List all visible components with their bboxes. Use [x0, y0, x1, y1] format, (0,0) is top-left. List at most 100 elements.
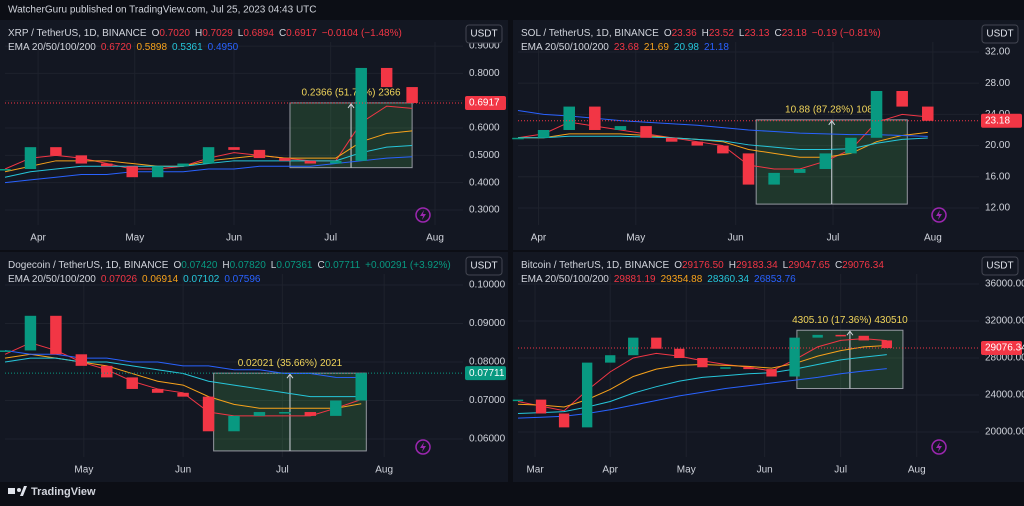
candle	[614, 126, 627, 130]
candle	[24, 147, 37, 170]
x-tick-label: Jun	[728, 233, 744, 244]
quote-key: L	[783, 260, 789, 271]
y-tick-label: 20000.00	[985, 427, 1024, 438]
candle	[858, 335, 869, 341]
ema-label: EMA 20/50/100/200	[521, 42, 609, 53]
candle	[202, 147, 215, 164]
candle	[126, 377, 138, 389]
ema-line	[518, 135, 928, 150]
x-tick-label: Aug	[908, 465, 926, 476]
symbol-line: Bitcoin / TetherUS, 1D, BINANCE O29176.50…	[521, 260, 884, 271]
logo-text: TradingView	[31, 486, 96, 498]
x-tick-label: Jun	[757, 465, 773, 476]
candle	[563, 106, 575, 130]
x-tick-label: Jul	[324, 233, 337, 244]
alert-icon	[936, 210, 942, 220]
ema-value: 23.68	[614, 42, 639, 53]
candle	[75, 155, 88, 164]
x-tick-label: May	[626, 233, 645, 244]
candle	[75, 354, 88, 366]
quote-key: L	[238, 28, 244, 39]
measure-arrow-head	[286, 373, 294, 379]
last-price-label: 29076.34	[985, 343, 1024, 354]
alert-icon	[415, 207, 431, 223]
candle	[870, 90, 883, 138]
y-tick-label: 0.10000	[469, 280, 506, 291]
quote-value: 0.6894	[243, 28, 274, 39]
currency-button	[981, 24, 1019, 44]
measure-label: 10.88 (87.28%) 1088	[785, 104, 879, 115]
alert-icon	[931, 207, 947, 223]
currency-button	[465, 256, 503, 276]
quote-key: H	[729, 260, 736, 271]
ema-value: 0.07596	[224, 274, 261, 285]
ema-line	[4, 349, 362, 379]
ema-line	[4, 357, 362, 398]
candle	[768, 172, 780, 185]
candle	[126, 166, 138, 178]
candle	[766, 369, 777, 377]
quote-value: 0.07711	[325, 260, 361, 271]
y-tick-label: 0.4000	[469, 177, 500, 188]
candle	[697, 357, 708, 368]
ema-value: 28360.34	[707, 274, 749, 285]
y-tick-label: 0.8000	[469, 68, 500, 79]
x-tick-label: May	[74, 465, 93, 476]
quote-value: 0.07420	[181, 260, 218, 271]
ema-line	[518, 131, 928, 158]
last-price-label: 0.6917	[469, 98, 500, 109]
last-price-label: 23.18	[985, 115, 1010, 126]
candle	[50, 315, 62, 355]
chart-panel: 12.0016.0020.0024.0028.0032.00AprMayJunJ…	[512, 20, 1024, 250]
logo-mark	[17, 488, 21, 492]
y-tick-label: 0.09000	[469, 318, 506, 329]
currency-label: USDT	[470, 261, 497, 272]
quote-key: C	[835, 260, 842, 271]
quote-key: C	[775, 28, 782, 39]
candle	[380, 67, 393, 88]
symbol-line: XRP / TetherUS, 1D, BINANCE O0.7020 H0.702…	[8, 28, 402, 39]
quote-value: 23.18	[782, 28, 807, 39]
candle	[304, 160, 317, 164]
y-tick-label: 32.00	[985, 47, 1010, 58]
y-tick-label: 0.06000	[469, 434, 506, 445]
candle	[558, 413, 570, 428]
ema-line	[517, 354, 887, 414]
ema-value: 21.69	[644, 42, 669, 53]
candle	[717, 145, 729, 154]
candle	[330, 160, 342, 164]
ema-legend: EMA 20/50/100/200 23.68 21.69 20.98 21.18	[521, 42, 729, 53]
alert-icon	[415, 439, 431, 455]
candle	[304, 412, 317, 416]
symbol: Bitcoin / TetherUS, 1D, BINANCE	[521, 260, 670, 271]
candle	[228, 147, 240, 150]
quote-key: L	[739, 28, 745, 39]
candle	[743, 367, 754, 370]
measure-label: 0.2366 (51.76%) 2366	[302, 88, 401, 99]
x-tick-label: Jun	[175, 465, 191, 476]
measure-label: 4305.10 (17.36%) 430510	[792, 315, 908, 326]
candle	[720, 367, 731, 369]
publisher-line: WatcherGuru published on TradingView.com…	[8, 5, 317, 16]
quote-key: C	[279, 28, 286, 39]
x-tick-label: Mar	[526, 465, 544, 476]
logo-mark	[20, 486, 27, 496]
quote-value: 29183.34	[736, 260, 778, 271]
candle	[177, 163, 189, 167]
alert-icon	[420, 210, 426, 220]
y-tick-label: 24000.00	[985, 390, 1024, 401]
y-tick-label: 0.07000	[469, 395, 506, 406]
measure-arrow-head	[828, 120, 836, 126]
candle	[896, 90, 908, 107]
candle	[151, 166, 164, 178]
candle	[922, 106, 934, 121]
candle	[253, 412, 266, 416]
candle	[355, 373, 367, 401]
currency-label: USDT	[986, 261, 1013, 272]
candle	[789, 337, 800, 377]
candle	[24, 315, 37, 351]
candle	[742, 153, 755, 185]
quote-key: L	[271, 260, 277, 271]
quote-change: −0.0104 (−1.48%)	[322, 28, 402, 39]
ema-value: 20.98	[674, 42, 699, 53]
